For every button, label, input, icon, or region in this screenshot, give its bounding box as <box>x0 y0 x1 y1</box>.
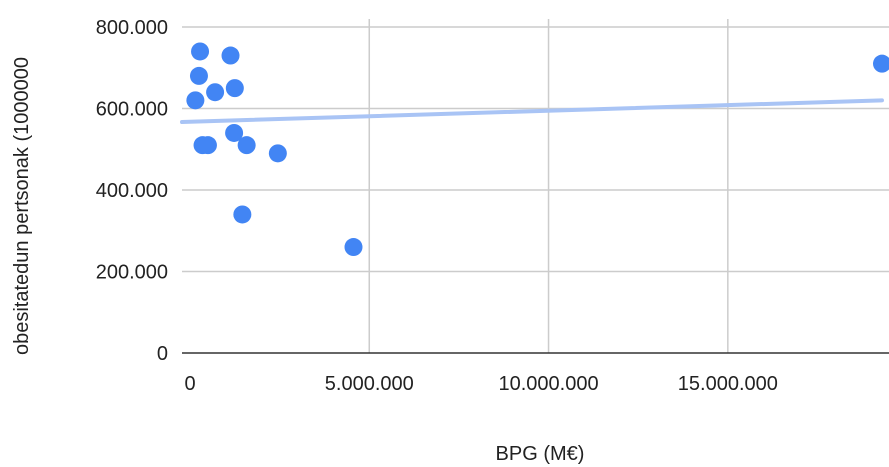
x-tick-label: 10.000.000 <box>498 373 598 395</box>
data-point <box>191 42 210 61</box>
data-point <box>225 79 244 98</box>
data-point <box>233 205 252 224</box>
y-tick-label: 400.000 <box>96 180 168 202</box>
x-tick-label: 15.000.000 <box>678 373 778 395</box>
y-tick-label: 200.000 <box>96 262 168 284</box>
y-tick-label: 600.000 <box>96 99 168 121</box>
y-tick-labels: 0 200.000 400.000 600.000 800.000 <box>96 17 168 365</box>
data-point <box>268 144 287 163</box>
x-tick-label: 0 <box>184 373 195 395</box>
y-tick-label: 800.000 <box>96 17 168 39</box>
data-point <box>344 238 363 257</box>
y-tick-label: 0 <box>157 343 168 365</box>
data-point <box>198 136 217 155</box>
data-point <box>186 91 205 110</box>
trendline <box>180 98 884 125</box>
x-tick-label: 5.000.000 <box>325 373 414 395</box>
x-axis-title: BPG (M€) <box>496 443 585 465</box>
x-tick-labels: 0 5.000.000 10.000.000 15.000.000 <box>184 373 777 395</box>
data-point <box>225 123 244 142</box>
data-point <box>189 66 208 85</box>
data-point <box>873 54 889 73</box>
grid-lines <box>182 19 889 353</box>
data-point <box>221 46 240 65</box>
data-points <box>186 42 889 257</box>
data-point <box>206 83 225 102</box>
data-point <box>237 136 256 155</box>
y-axis-title: obesitatedun pertsonak (1000000 <box>11 57 33 355</box>
trendline-group <box>180 98 884 125</box>
